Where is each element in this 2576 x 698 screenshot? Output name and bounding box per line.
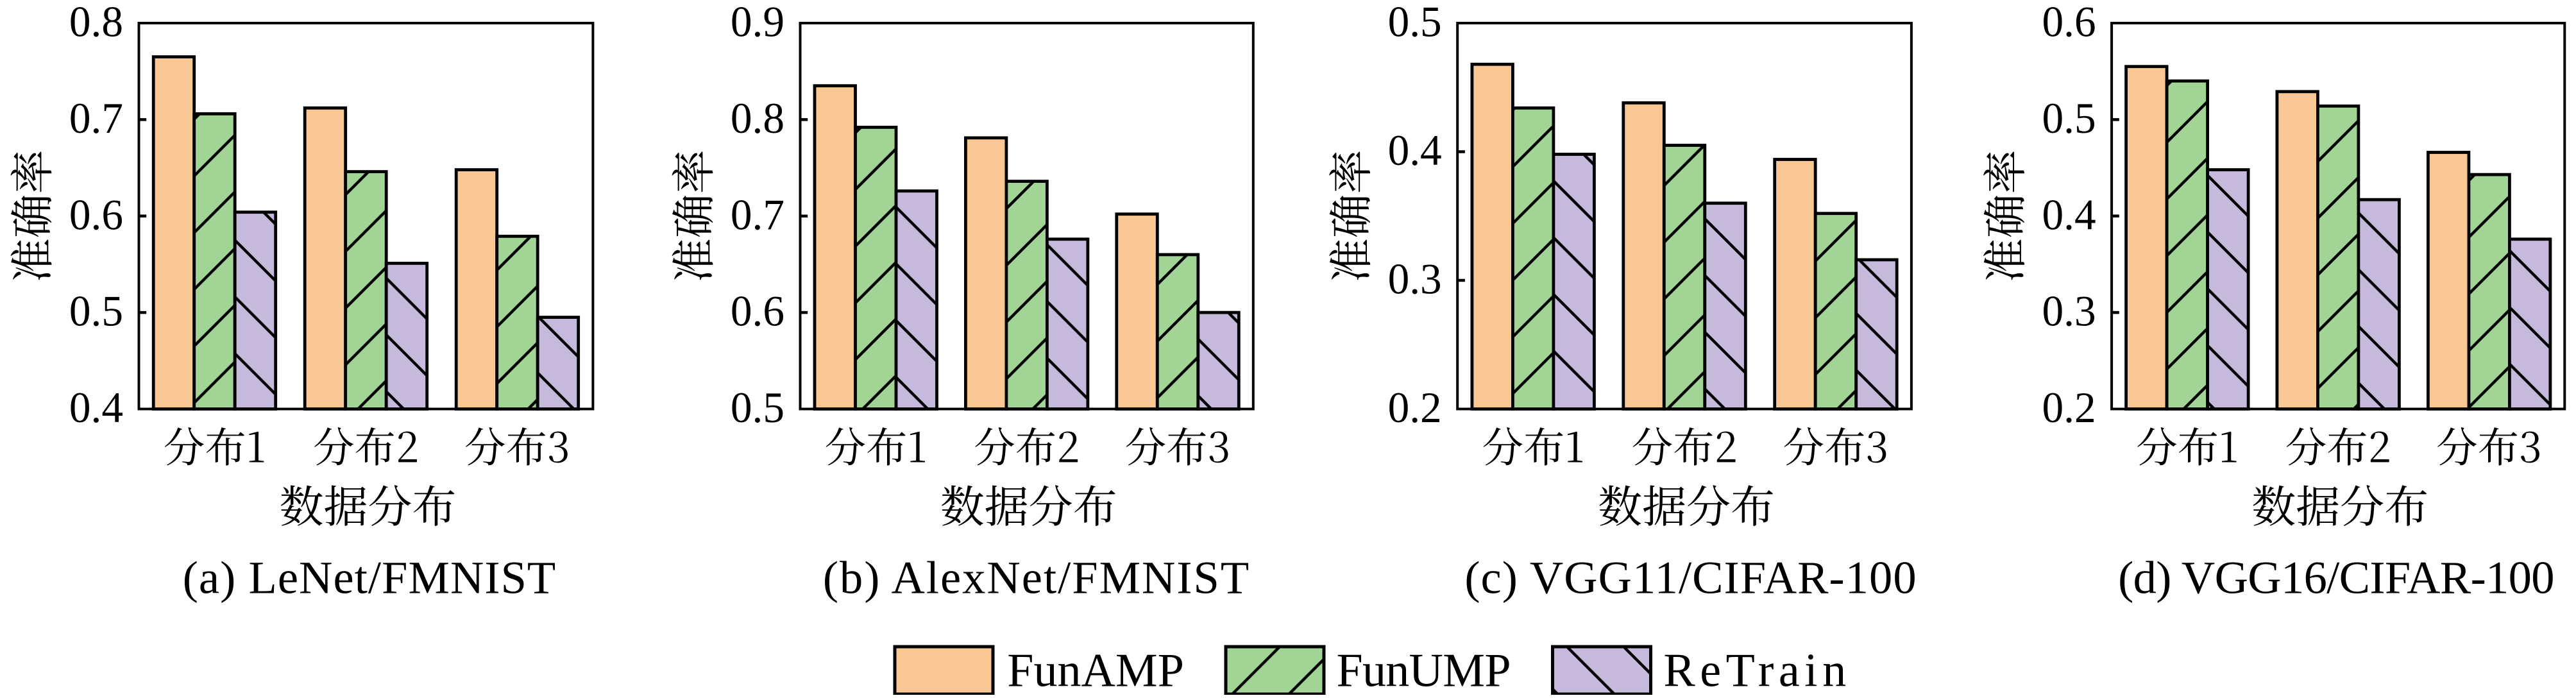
- svg-text:(b) AlexNet/FMNIST: (b) AlexNet/FMNIST: [823, 552, 1250, 604]
- svg-text:0.6: 0.6: [2042, 0, 2096, 46]
- svg-text:0.8: 0.8: [731, 94, 784, 142]
- svg-text:0.9: 0.9: [731, 0, 784, 46]
- svg-text:ReTrain: ReTrain: [1663, 645, 1851, 695]
- svg-text:FunAMP: FunAMP: [1007, 645, 1184, 695]
- svg-text:(c) VGG11/CIFAR-100: (c) VGG11/CIFAR-100: [1464, 552, 1917, 604]
- svg-text:0.5: 0.5: [1388, 0, 1442, 46]
- svg-text:0.5: 0.5: [731, 384, 784, 432]
- svg-text:FunUMP: FunUMP: [1337, 645, 1511, 695]
- svg-text:0.6: 0.6: [731, 287, 784, 336]
- svg-text:(d) VGG16/CIFAR-100: (d) VGG16/CIFAR-100: [2118, 552, 2554, 604]
- svg-text:0.4: 0.4: [2042, 191, 2096, 239]
- svg-text:0.4: 0.4: [1388, 126, 1442, 174]
- svg-text:0.2: 0.2: [2042, 384, 2096, 432]
- svg-text:0.4: 0.4: [69, 384, 123, 432]
- svg-text:0.5: 0.5: [69, 287, 123, 336]
- svg-text:(a) LeNet/FMNIST: (a) LeNet/FMNIST: [183, 552, 557, 604]
- svg-text:0.5: 0.5: [2042, 94, 2096, 142]
- svg-text:0.7: 0.7: [731, 191, 784, 239]
- svg-text:0.2: 0.2: [1388, 384, 1442, 432]
- svg-text:0.3: 0.3: [2042, 287, 2096, 336]
- svg-text:0.3: 0.3: [1388, 255, 1442, 303]
- svg-text:0.8: 0.8: [69, 0, 123, 46]
- svg-text:0.6: 0.6: [69, 191, 123, 239]
- svg-text:0.7: 0.7: [69, 94, 123, 142]
